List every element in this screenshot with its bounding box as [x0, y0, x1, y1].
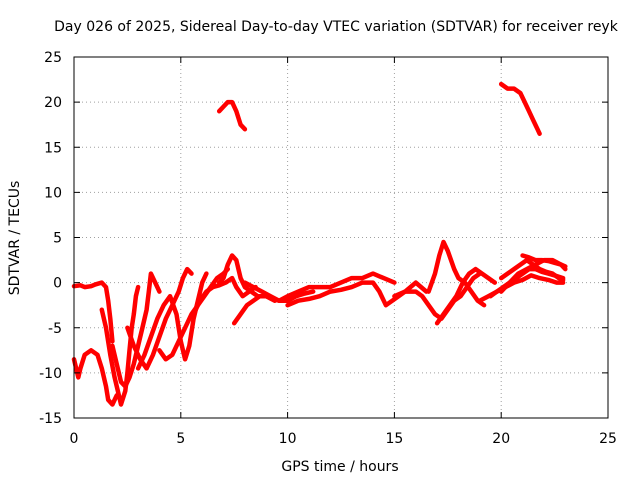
series-arc-4 [110, 271, 162, 389]
series-arc-8 [191, 275, 258, 317]
series-arc-11 [242, 271, 397, 303]
x-tick-label: 10 [279, 431, 297, 447]
y-tick-label: 25 [44, 50, 62, 66]
x-axis-label: GPS time / hours [281, 459, 398, 475]
series-arc-1 [71, 280, 115, 344]
data-series [71, 81, 568, 407]
x-tick-label: 5 [176, 431, 185, 447]
series-arc-5 [125, 266, 194, 371]
series-arc-15 [434, 266, 498, 326]
y-axis-label: SDTVAR / TECUs [7, 181, 23, 296]
x-tick-label: 0 [70, 431, 79, 447]
y-tick-label: 10 [44, 185, 62, 201]
y-tick-label: 5 [53, 231, 62, 247]
series-arc-22 [498, 81, 542, 136]
series-arc-2 [71, 348, 119, 407]
series-arc-20 [520, 253, 568, 269]
x-tick-label: 15 [385, 431, 403, 447]
y-tick-label: -5 [48, 321, 62, 337]
y-tick-label: -10 [39, 366, 62, 382]
y-tick-label: 0 [53, 276, 62, 292]
x-tick-label: 20 [492, 431, 510, 447]
y-tick-labels: -15 -10 -5 0 5 10 15 20 25 [39, 50, 62, 427]
x-tick-label: 25 [599, 431, 617, 447]
grid-lines [74, 57, 608, 418]
series-arc-14 [426, 239, 487, 308]
x-tick-labels: 0 5 10 15 20 25 [70, 431, 617, 447]
y-tick-label: 15 [44, 140, 62, 156]
series-arc-17 [477, 273, 566, 303]
y-tick-label: -15 [39, 411, 62, 427]
chart-title: Day 026 of 2025, Sidereal Day-to-day VTE… [54, 19, 619, 35]
y-tick-label: 20 [44, 95, 62, 111]
series-arc-3 [99, 284, 141, 407]
series-arc-21 [216, 99, 248, 132]
axis-ticks [73, 56, 609, 419]
